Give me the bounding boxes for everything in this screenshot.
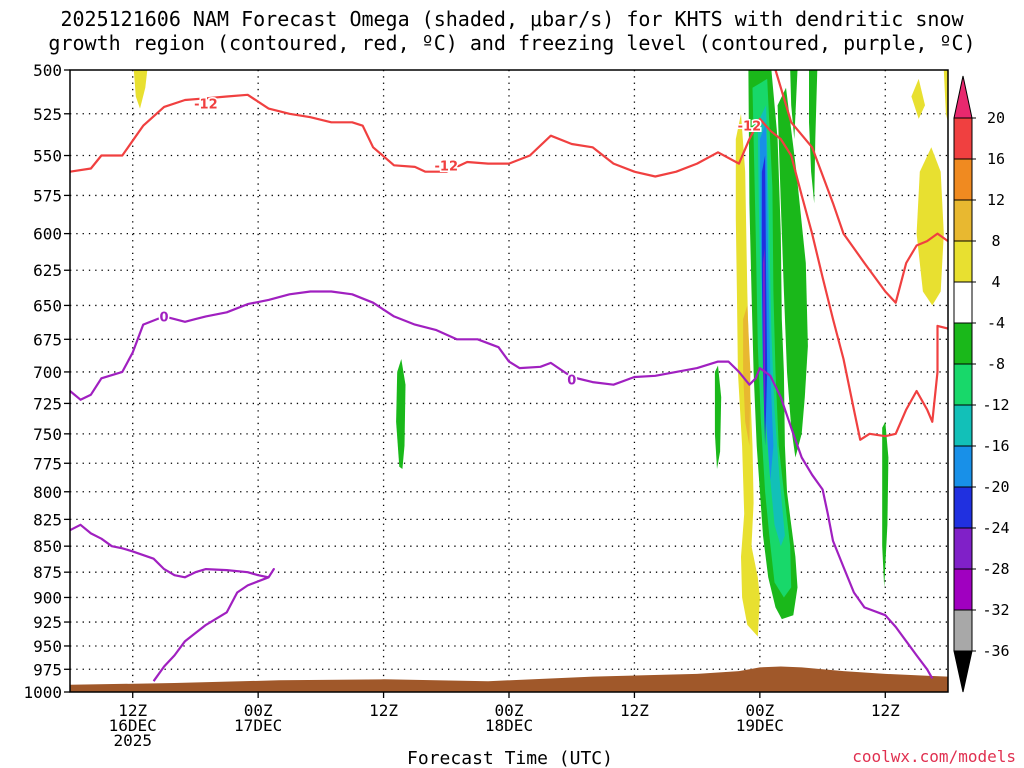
colorbar-label: -32 xyxy=(982,601,1009,619)
y-tick-label: 600 xyxy=(33,225,62,244)
terrain-band xyxy=(70,666,948,692)
colorbar-swatch xyxy=(953,322,973,365)
x-tick-label: 00Z xyxy=(495,701,524,720)
colorbar-swatch xyxy=(953,568,973,611)
omega-shading xyxy=(133,70,948,637)
y-tick-label: 625 xyxy=(33,261,62,280)
colorbar-swatch xyxy=(953,117,973,160)
omega-shade-negative xyxy=(809,70,818,204)
colorbar-label: -8 xyxy=(987,355,1005,373)
colorbar-label: -20 xyxy=(982,478,1009,496)
chart-title-line1: 2025121606 NAM Forecast Omega (shaded, μ… xyxy=(60,7,964,31)
y-tick-label: 1000 xyxy=(23,683,62,702)
x-tick-label: 12Z xyxy=(620,701,649,720)
colorbar-swatch xyxy=(953,445,973,488)
omega-shade-negative xyxy=(763,248,766,422)
colorbar-label: -36 xyxy=(982,642,1009,660)
y-tick-label: 575 xyxy=(33,186,62,205)
x-tick-label: 12Z xyxy=(871,701,900,720)
colorbar-label: -24 xyxy=(982,519,1009,537)
contour-lines: -12 -12 -12 0 0 xyxy=(69,69,949,693)
colorbar-label: -12 xyxy=(982,396,1009,414)
y-tick-label: 750 xyxy=(33,425,62,444)
colorbar-swatch xyxy=(953,363,973,406)
terrain-surface xyxy=(70,666,948,692)
y-tick-label: 700 xyxy=(33,363,62,382)
omega-shade-positive xyxy=(943,70,948,123)
omega-shade-negative xyxy=(396,359,406,469)
colorbar-label: -16 xyxy=(982,437,1009,455)
colorbar-label: -4 xyxy=(987,314,1005,332)
colorbar-label: 8 xyxy=(991,232,1000,250)
colorbar-swatch xyxy=(953,404,973,447)
omega-shade-negative xyxy=(714,365,722,469)
y-tick-label: 975 xyxy=(33,660,62,679)
contour-label: 0 xyxy=(567,374,576,389)
colorbar-label: 12 xyxy=(987,191,1005,209)
colorbar-swatch xyxy=(953,240,973,283)
colorbar-swatch xyxy=(953,199,973,242)
x-tick-label: 00Z xyxy=(244,701,273,720)
credit-text: coolwx.com/models xyxy=(852,747,1016,766)
y-tick-label: 500 xyxy=(33,61,62,80)
contour-label: 0 xyxy=(160,310,169,325)
y-tick-label: 850 xyxy=(33,537,62,556)
contour-label: -12 xyxy=(194,97,218,112)
y-tick-label: 875 xyxy=(33,563,62,582)
y-tick-label: 725 xyxy=(33,394,62,413)
colorbar-swatch xyxy=(953,158,973,201)
y-tick-label: 650 xyxy=(33,296,62,315)
colorbar-cap-bottom xyxy=(953,650,973,693)
x-tick-label: 17DEC xyxy=(234,716,282,735)
colorbar-cap-top xyxy=(953,75,973,119)
y-tick-label: 525 xyxy=(33,105,62,124)
colorbar-swatch xyxy=(953,527,973,570)
contour-line xyxy=(69,93,949,441)
contour-label: -12 xyxy=(435,159,459,174)
y-tick-label: 900 xyxy=(33,588,62,607)
chart-title-line2: growth region (contoured, red, ºC) and f… xyxy=(48,31,975,55)
x-tick-label: 12Z xyxy=(118,701,147,720)
colorbar-label: 20 xyxy=(987,109,1005,127)
x-axis-title: Forecast Time (UTC) xyxy=(407,748,613,768)
y-tick-label: 675 xyxy=(33,330,62,349)
x-tick-label: 16DEC xyxy=(109,716,157,735)
colorbar-swatch xyxy=(953,281,973,324)
colorbar-legend: 20 16 12 8 4 -4 -8 -12 -16 -20 -24 -28 -32 -36 xyxy=(953,75,1010,693)
y-tick-label: 950 xyxy=(33,637,62,656)
colorbar-label: 4 xyxy=(991,273,1000,291)
colorbar-swatch xyxy=(953,486,973,529)
contour-line xyxy=(774,69,949,304)
y-tick-label: 550 xyxy=(33,147,62,166)
omega-shade-negative xyxy=(882,421,889,588)
contour-line xyxy=(69,523,275,682)
colorbar-label: 16 xyxy=(987,150,1005,168)
colorbar-swatch xyxy=(953,609,973,652)
y-tick-label: 925 xyxy=(33,613,62,632)
omega-shade-positive xyxy=(911,78,925,119)
omega-shade-negative xyxy=(790,70,798,140)
x-tick-label: 12Z xyxy=(369,701,398,720)
omega-shade-negative xyxy=(777,87,808,458)
y-tick-label: 800 xyxy=(33,483,62,502)
omega-shade-positive xyxy=(133,70,148,109)
omega-shade-positive xyxy=(916,147,944,306)
omega-shade-positive xyxy=(743,305,751,446)
y-tick-label: 775 xyxy=(33,454,62,473)
contour-line xyxy=(69,290,934,679)
x-tick-label: 18DEC xyxy=(485,716,533,735)
x-tick-label: 19DEC xyxy=(736,716,784,735)
y-axis-ticks: 500 525 550 575 600 625 650 675 700 725 750 775 800 8… xyxy=(23,61,70,702)
x-tick-label: 00Z xyxy=(745,701,774,720)
colorbar-label: -28 xyxy=(982,560,1009,578)
contour-label: -12 xyxy=(738,120,762,135)
y-tick-label: 825 xyxy=(33,510,62,529)
x-tick-label: 2025 xyxy=(113,731,152,750)
